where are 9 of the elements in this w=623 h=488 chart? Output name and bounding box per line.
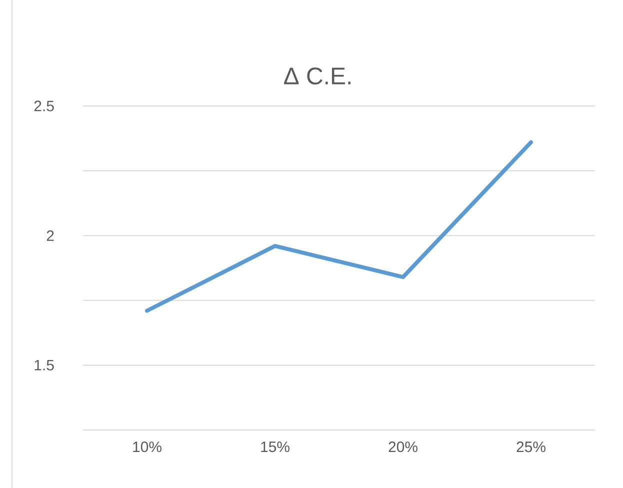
x-tick-label: 10% [133,442,162,452]
x-tick-label: 25% [516,442,546,452]
x-tick-label: 15% [261,442,290,452]
y-tick-label: 2.5 [34,100,54,112]
line-series [145,140,534,313]
chart-title: Δ C.E. [284,68,350,84]
y-tick-label: 1.5 [34,360,54,370]
x-tick-label: 20% [388,442,418,452]
y-tick-label: 2 [46,230,54,241]
